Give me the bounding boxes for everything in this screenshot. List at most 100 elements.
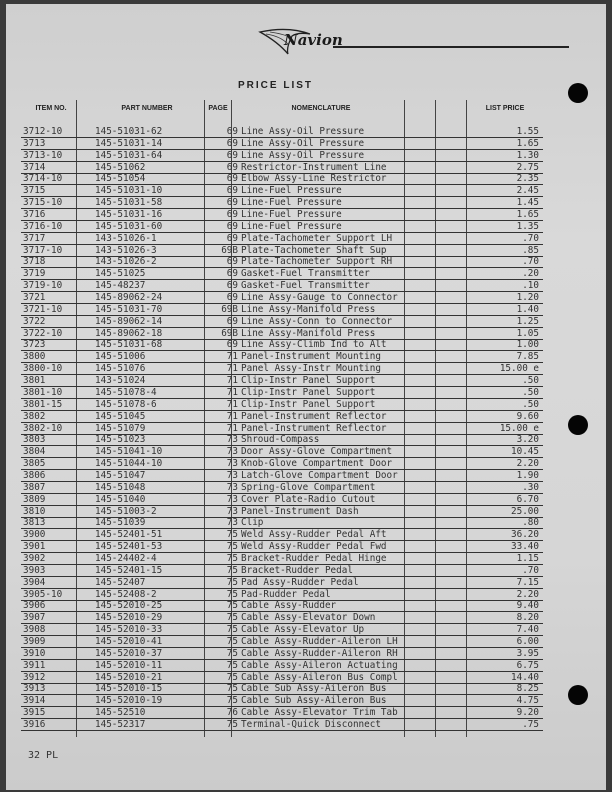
table-row: 3716-10 145-51031-60 69 Line-Fuel Pressure 1… — [21, 221, 543, 233]
header-rule — [333, 46, 569, 48]
row-rule — [21, 231, 543, 233]
page-cell: 69B — [221, 303, 238, 315]
row-rule — [21, 670, 543, 672]
list-price-cell: 1.15 — [516, 552, 539, 564]
table-row: 3716 145-51031-16 69 Line-Fuel Pressure 1.65 — [21, 209, 543, 222]
column-header-page: PAGE — [208, 105, 228, 112]
row-rule — [21, 137, 543, 138]
part-number-cell: 145-24402-4 — [95, 552, 157, 564]
list-price-cell: .30 — [522, 481, 539, 493]
page-footer-label: 32 PL — [28, 750, 59, 761]
item-no-cell: 3810 — [23, 505, 46, 517]
item-no-cell: 3716 — [23, 209, 46, 221]
list-price-cell: 6.70 — [516, 493, 539, 505]
item-no-cell: 3717-10 — [23, 244, 63, 256]
page-cell: 69 — [226, 126, 238, 137]
row-rule — [21, 730, 543, 731]
list-price-cell: 3.95 — [516, 647, 539, 659]
list-price-cell: 7.40 — [516, 624, 539, 636]
row-rule — [21, 540, 543, 542]
page-cell: 71 — [226, 398, 238, 410]
row-rule — [21, 148, 543, 150]
part-number-cell: 145-89062-18 — [95, 327, 163, 339]
nomenclature-cell: Cable Assy-Aileron Bus Compl — [241, 671, 398, 683]
item-no-cell: 3914 — [23, 695, 46, 707]
nomenclature-cell: Bracket-Rudder Pedal Hinge — [241, 552, 387, 564]
table-row: 3914 145-52010-19 75 Cable Sub Assy-Aileron… — [21, 695, 543, 708]
part-number-cell: 145-52401-15 — [95, 564, 163, 576]
nomenclature-cell: Elbow Assy-Line Restrictor — [241, 173, 387, 185]
page-cell: 73 — [226, 446, 238, 458]
part-number-cell: 145-51031-62 — [95, 126, 163, 137]
table-row: 3800-10 145-51076 71 Panel Assy-Instr Mount… — [21, 363, 543, 376]
page-cell: 69 — [226, 197, 238, 209]
list-price-cell: 15.00 e — [499, 422, 539, 434]
item-no-cell: 3915 — [23, 707, 46, 719]
part-number-cell: 145-51003-2 — [95, 505, 157, 517]
list-price-cell: 2.45 — [516, 185, 539, 197]
page-cell: 69 — [226, 256, 238, 268]
part-number-cell: 143-51026-1 — [95, 232, 157, 244]
item-no-cell: 3904 — [23, 576, 46, 588]
part-number-cell: 145-52010-37 — [95, 647, 163, 659]
item-no-cell: 3809 — [23, 493, 46, 505]
nomenclature-cell: Weld Assy-Rudder Pedal Aft — [241, 529, 387, 541]
page-cell: 75 — [226, 600, 238, 612]
table-row: 3900 145-52401-51 75 Weld Assy-Rudder Pedal… — [21, 529, 543, 542]
nomenclature-cell: Clip-Instr Panel Support — [241, 375, 376, 387]
part-number-cell: 145-52010-33 — [95, 624, 163, 636]
page-cell: 71 — [226, 422, 238, 434]
list-price-cell: .50 — [522, 375, 539, 387]
nomenclature-cell: Panel Assy-Instr Mounting — [241, 363, 381, 375]
list-price-cell: .10 — [522, 280, 539, 292]
list-price-cell: 1.45 — [516, 197, 539, 209]
list-price-cell: 1.25 — [516, 315, 539, 327]
table-row: 3908 145-52010-33 75 Cable Assy-Elevator Up… — [21, 624, 543, 637]
item-no-cell: 3714-10 — [23, 173, 63, 185]
item-no-cell: 3800 — [23, 351, 46, 363]
part-number-cell: 145-89062-24 — [95, 292, 163, 304]
table-row: 3713 145-51031-14 69 Line Assy-Oil Pressure… — [21, 138, 543, 150]
row-rule — [21, 184, 543, 186]
nomenclature-cell: Bracket-Rudder Pedal — [241, 564, 353, 576]
item-no-cell: 3713 — [23, 137, 46, 149]
page-cell: 69 — [226, 339, 238, 351]
list-price-cell: 1.35 — [516, 220, 539, 232]
table-row: 3810 145-51003-2 73 Panel-Instrument Dash 25… — [21, 506, 543, 518]
row-rule — [21, 196, 543, 198]
nomenclature-cell: Line Assy-Climb Ind to Alt — [241, 339, 387, 351]
nomenclature-cell: Line Assy-Oil Pressure — [241, 137, 365, 149]
document-page: Navion PRICE LIST ITEM NO. PART NUMBER P… — [6, 4, 606, 790]
part-number-cell: 143-51026-2 — [95, 256, 157, 268]
part-number-cell: 145-52010-11 — [95, 659, 163, 671]
part-number-cell: 145-89062-14 — [95, 315, 163, 327]
nomenclature-cell: Line Assy-Oil Pressure — [241, 126, 365, 137]
page-cell: 75 — [226, 588, 238, 600]
table-row: 3903 145-52401-15 75 Bracket-Rudder Pedal .7… — [21, 565, 543, 577]
list-price-cell: .80 — [522, 517, 539, 529]
page-cell: 75 — [226, 695, 238, 707]
part-number-cell: 145-51062 — [95, 161, 146, 173]
table-row: 3714 145-51062 69 Restrictor-Instrument Lin… — [21, 162, 543, 174]
item-no-cell: 3901 — [23, 541, 46, 553]
page-cell: 69 — [226, 268, 238, 280]
nomenclature-cell: Line Assy-Oil Pressure — [241, 149, 365, 161]
part-number-cell: 145-51044-10 — [95, 458, 163, 470]
table-row: 3801-15 145-51078-6 71 Clip-Instr Panel Sup… — [21, 399, 543, 411]
page-cell: 75 — [226, 683, 238, 695]
page-cell: 69 — [226, 220, 238, 232]
table-row: 3723 145-51031-68 69 Line Assy-Climb Ind to… — [21, 339, 543, 352]
item-no-cell: 3800-10 — [23, 363, 63, 375]
column-divider — [204, 100, 205, 737]
table-row: 3717-10 143-51026-3 69B Plate-Tachometer Sh… — [21, 245, 543, 257]
list-price-cell: 8.20 — [516, 612, 539, 624]
row-rule — [21, 243, 543, 245]
part-number-cell: 145-51031-64 — [95, 149, 163, 161]
page-cell: 76 — [226, 707, 238, 719]
table-row: 3805 145-51044-10 73 Knob-Glove Compartment… — [21, 458, 543, 471]
page-cell: 71 — [226, 351, 238, 363]
list-price-cell: 25.00 — [511, 505, 539, 517]
item-no-cell: 3723 — [23, 339, 46, 351]
part-number-cell: 145-51039 — [95, 517, 146, 529]
row-rule — [21, 314, 543, 316]
